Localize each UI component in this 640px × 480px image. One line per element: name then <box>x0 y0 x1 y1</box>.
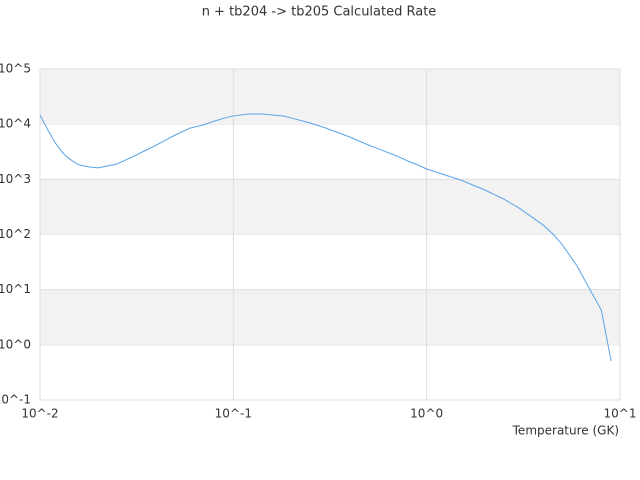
grid-band <box>40 69 620 125</box>
x-tick-label: 10^1 <box>604 407 637 421</box>
chart-title: n + tb204 -> tb205 Calculated Rate <box>202 5 437 20</box>
y-tick-label: 10^-1 <box>0 393 31 407</box>
grid-band <box>40 179 620 235</box>
y-tick-label: 10^4 <box>0 117 31 131</box>
y-tick-label: 10^5 <box>0 62 31 76</box>
y-tick-label: 10^3 <box>0 172 31 186</box>
grid-band <box>40 289 620 345</box>
y-tick-label: 10^0 <box>0 337 31 351</box>
data-line <box>39 113 612 362</box>
y-tick-label: 10^2 <box>0 227 31 241</box>
x-tick-label: 10^-2 <box>21 407 58 421</box>
x-axis-label: Temperature (GK) <box>512 424 619 438</box>
x-tick-label: 10^0 <box>410 407 443 421</box>
y-tick-label: 10^1 <box>0 282 31 296</box>
x-tick-label: 10^-1 <box>215 407 252 421</box>
